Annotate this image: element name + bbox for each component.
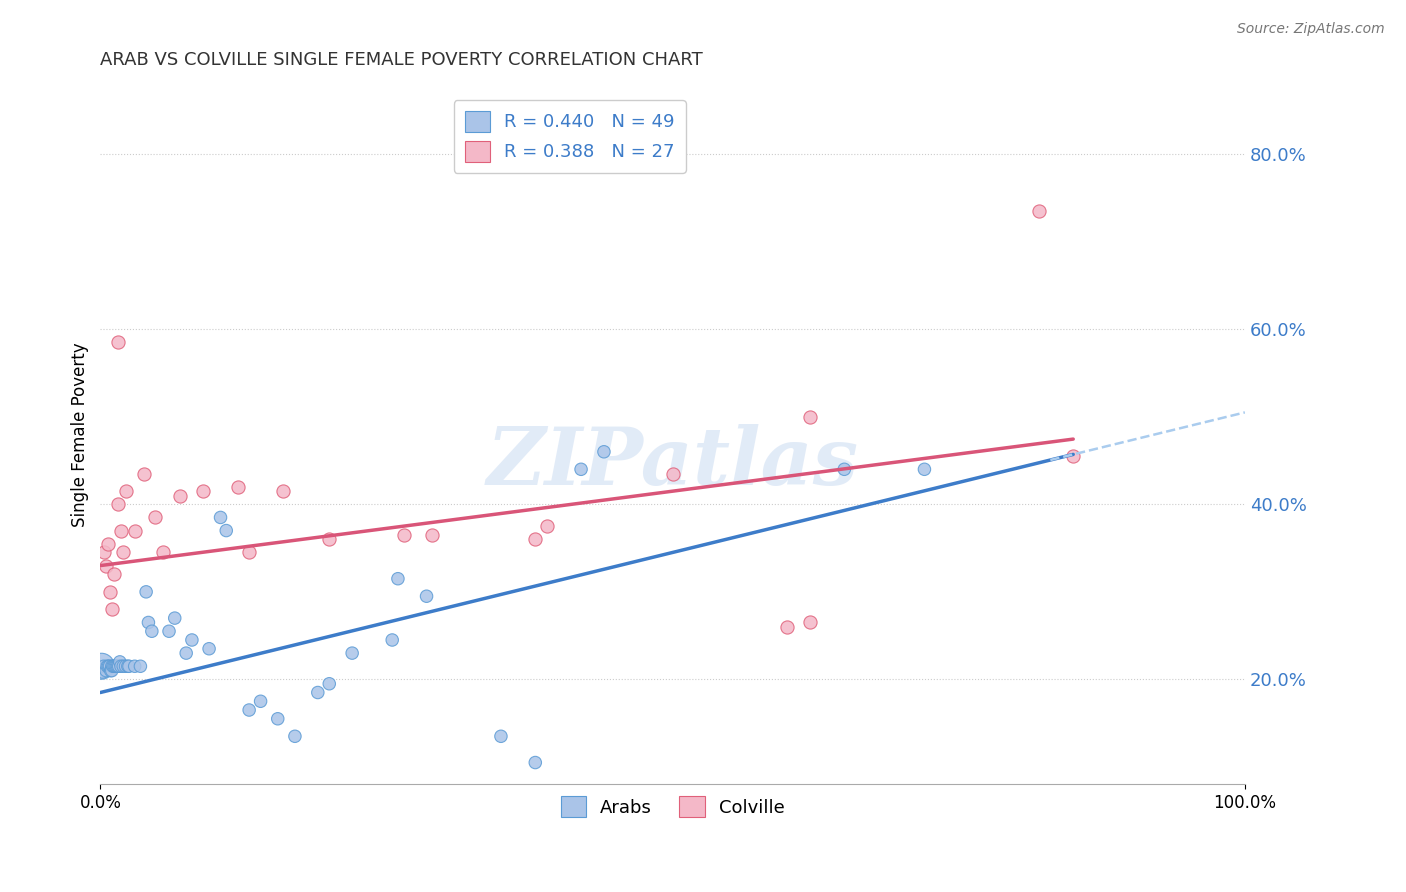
Point bbox=[101, 659, 124, 673]
Point bbox=[98, 659, 121, 673]
Point bbox=[169, 489, 191, 503]
Point bbox=[163, 611, 186, 625]
Point bbox=[108, 655, 131, 669]
Y-axis label: Single Female Poverty: Single Female Poverty bbox=[72, 342, 89, 526]
Point bbox=[91, 664, 114, 678]
Point bbox=[524, 756, 547, 770]
Point bbox=[132, 467, 155, 481]
Point bbox=[273, 484, 295, 499]
Point bbox=[101, 602, 124, 616]
Point bbox=[141, 624, 163, 639]
Point bbox=[138, 615, 160, 630]
Point bbox=[318, 677, 340, 691]
Point bbox=[103, 659, 125, 673]
Point bbox=[238, 545, 260, 559]
Text: ZIPatlas: ZIPatlas bbox=[486, 424, 859, 501]
Point bbox=[180, 632, 202, 647]
Point bbox=[117, 659, 139, 673]
Point bbox=[307, 685, 329, 699]
Point bbox=[110, 524, 132, 538]
Point bbox=[536, 519, 558, 533]
Point bbox=[101, 659, 124, 673]
Point bbox=[799, 615, 821, 630]
Point bbox=[143, 510, 166, 524]
Point bbox=[415, 589, 437, 603]
Point bbox=[94, 558, 117, 573]
Point bbox=[174, 646, 197, 660]
Point bbox=[193, 484, 215, 499]
Point bbox=[97, 659, 120, 673]
Point bbox=[420, 528, 443, 542]
Point bbox=[524, 533, 547, 547]
Text: Source: ZipAtlas.com: Source: ZipAtlas.com bbox=[1237, 22, 1385, 37]
Point bbox=[107, 659, 129, 673]
Point bbox=[93, 545, 115, 559]
Point bbox=[284, 729, 307, 743]
Point bbox=[114, 484, 136, 499]
Point bbox=[387, 572, 409, 586]
Point bbox=[101, 664, 124, 678]
Point bbox=[103, 567, 125, 582]
Point bbox=[129, 659, 152, 673]
Point bbox=[238, 703, 260, 717]
Point bbox=[107, 497, 129, 511]
Point bbox=[661, 467, 683, 481]
Point bbox=[124, 659, 146, 673]
Point bbox=[912, 462, 935, 476]
Point bbox=[112, 545, 135, 559]
Point bbox=[318, 533, 340, 547]
Point bbox=[124, 524, 146, 538]
Point bbox=[94, 664, 117, 678]
Text: ARAB VS COLVILLE SINGLE FEMALE POVERTY CORRELATION CHART: ARAB VS COLVILLE SINGLE FEMALE POVERTY C… bbox=[100, 51, 703, 69]
Legend: Arabs, Colville: Arabs, Colville bbox=[554, 789, 792, 824]
Point bbox=[118, 659, 141, 673]
Point bbox=[97, 537, 120, 551]
Point bbox=[114, 659, 136, 673]
Point bbox=[249, 694, 271, 708]
Point bbox=[112, 659, 135, 673]
Point bbox=[799, 409, 821, 424]
Point bbox=[107, 335, 129, 350]
Point bbox=[110, 659, 132, 673]
Point bbox=[96, 659, 118, 673]
Point bbox=[392, 528, 415, 542]
Point bbox=[489, 729, 512, 743]
Point bbox=[776, 620, 799, 634]
Point bbox=[157, 624, 180, 639]
Point bbox=[198, 641, 221, 656]
Point bbox=[267, 712, 290, 726]
Point bbox=[340, 646, 363, 660]
Point bbox=[135, 585, 157, 599]
Point bbox=[93, 659, 115, 673]
Point bbox=[569, 462, 592, 476]
Point bbox=[98, 585, 121, 599]
Point bbox=[215, 524, 238, 538]
Point bbox=[381, 632, 404, 647]
Point bbox=[1028, 204, 1050, 219]
Point bbox=[104, 659, 127, 673]
Point bbox=[107, 659, 129, 673]
Point bbox=[100, 664, 122, 678]
Point bbox=[834, 462, 856, 476]
Point bbox=[209, 510, 232, 524]
Point bbox=[226, 480, 249, 494]
Point bbox=[593, 444, 616, 458]
Point bbox=[152, 545, 174, 559]
Point bbox=[105, 659, 128, 673]
Point bbox=[90, 659, 112, 673]
Point bbox=[1062, 449, 1084, 463]
